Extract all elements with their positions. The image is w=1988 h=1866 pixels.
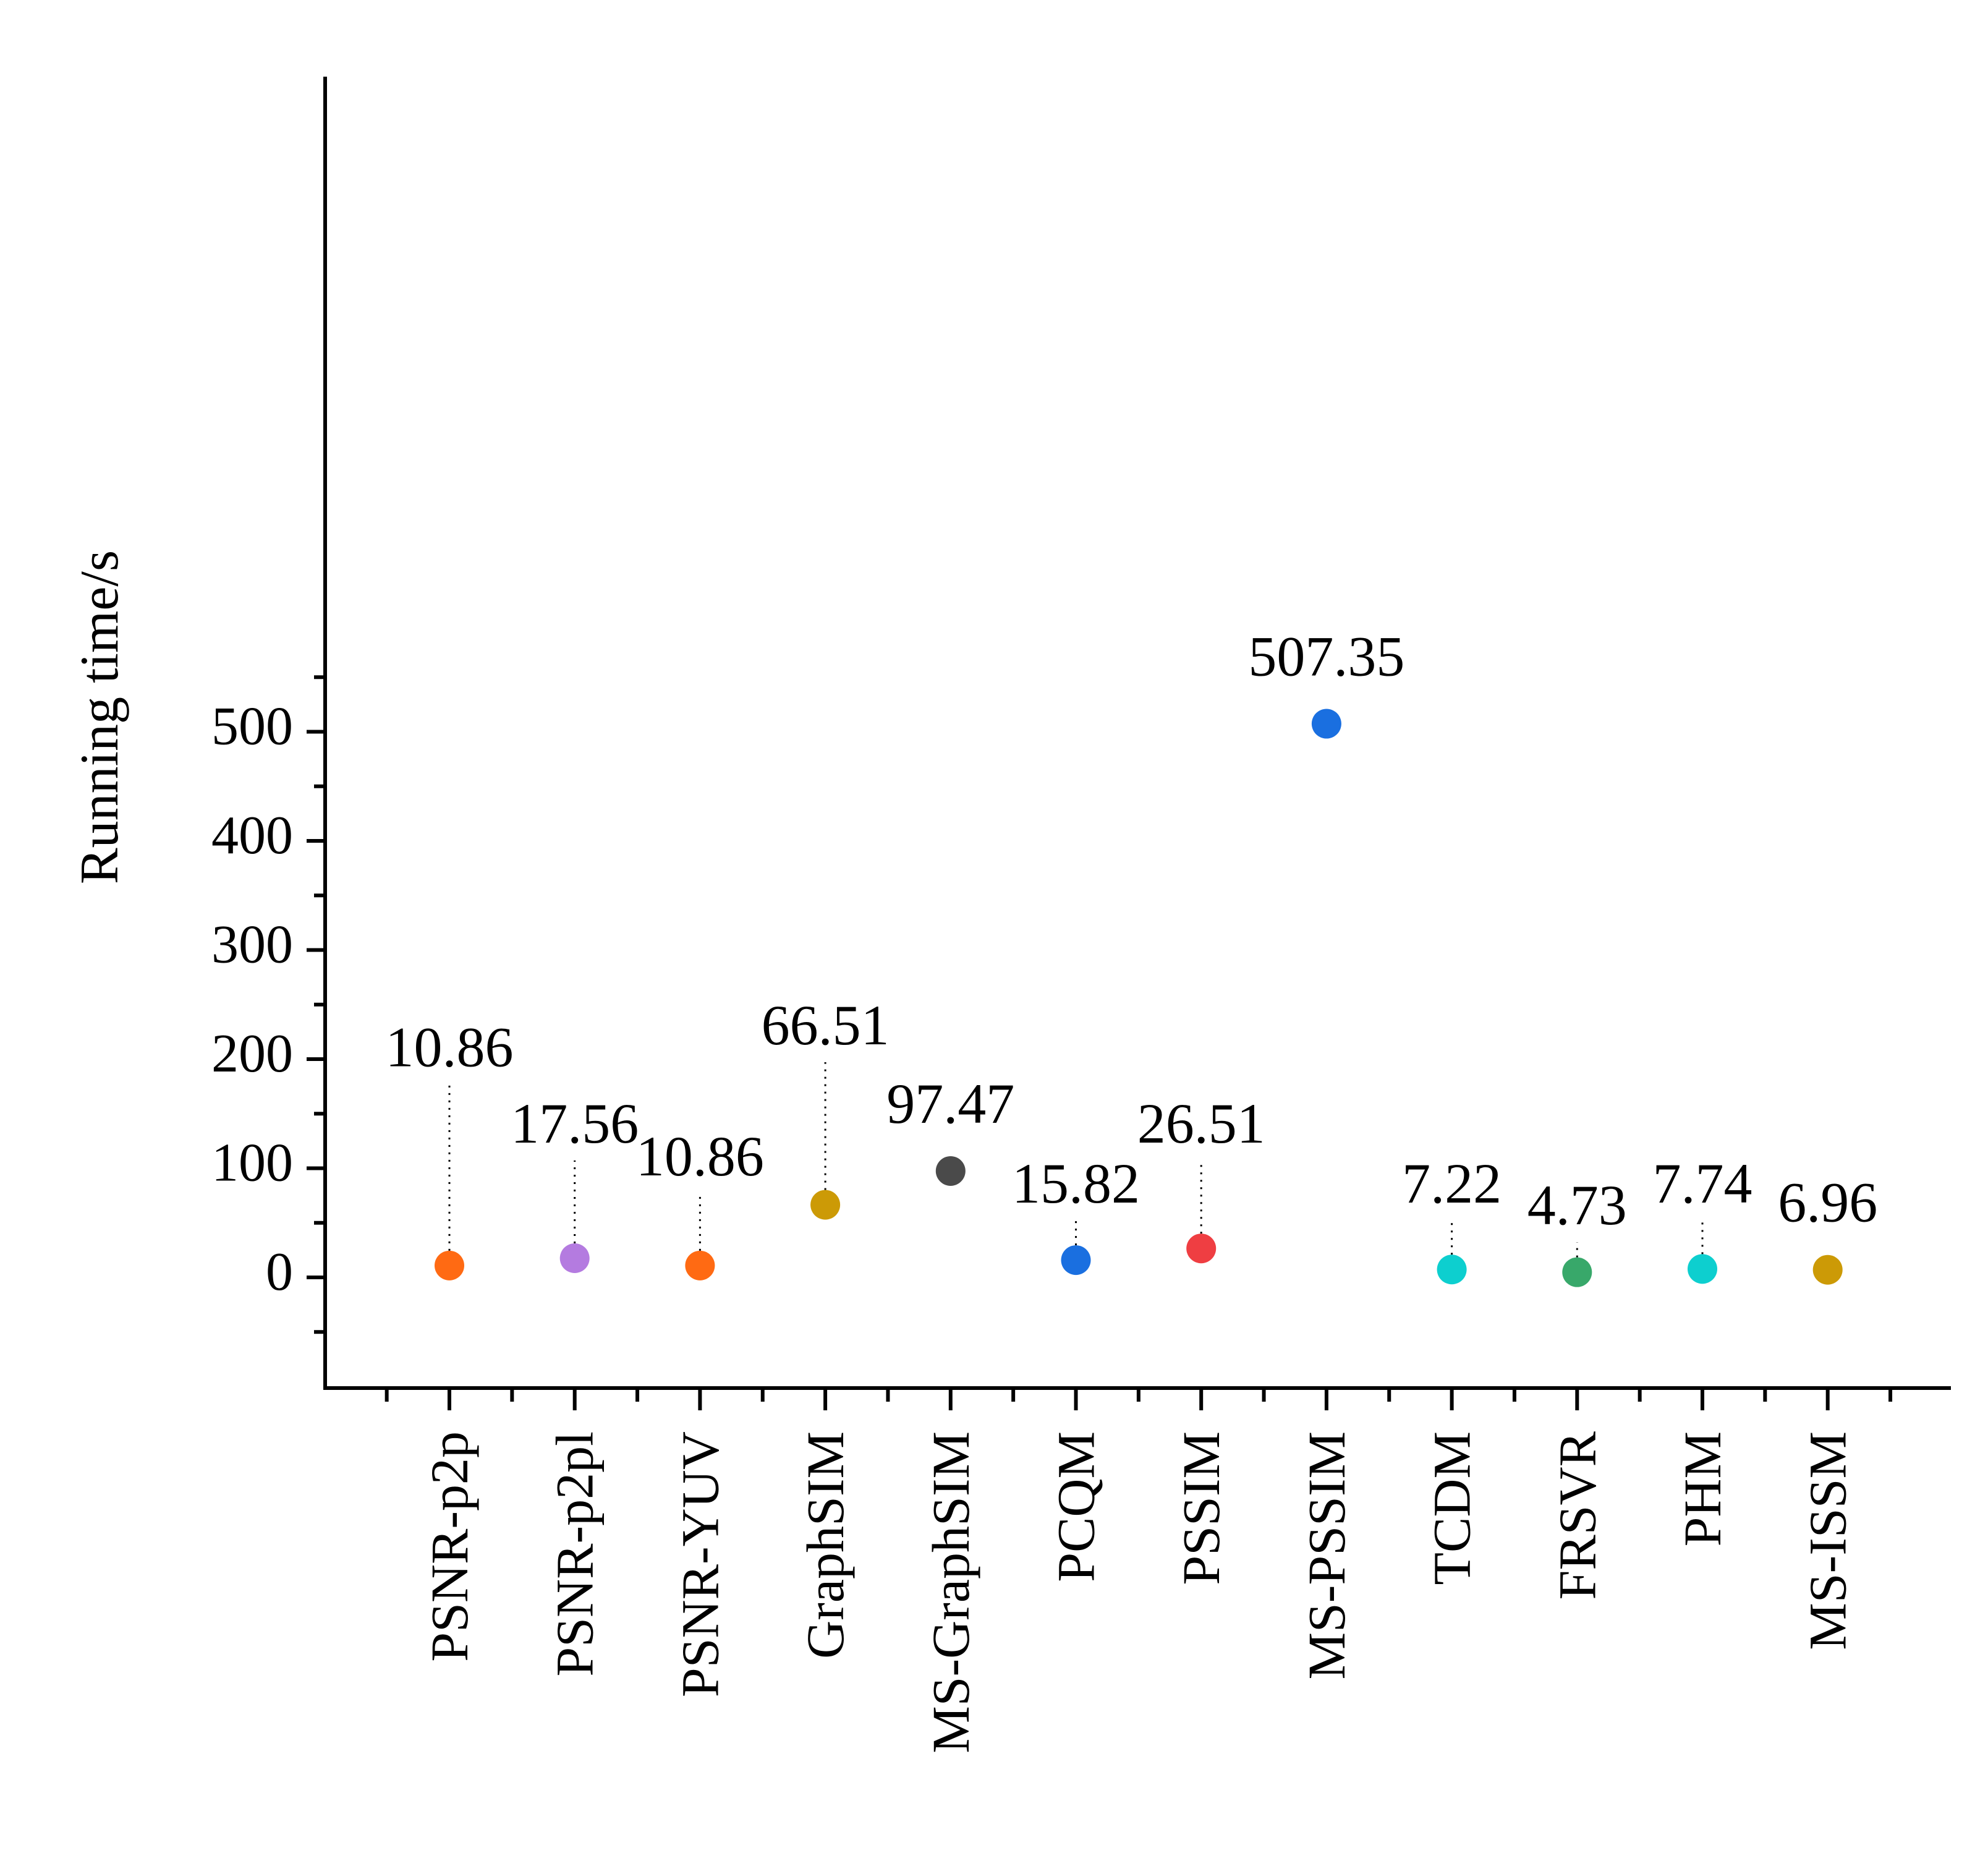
data-point xyxy=(435,1250,464,1280)
data-label: 66.51 xyxy=(762,994,890,1057)
data-label: 4.73 xyxy=(1527,1174,1627,1237)
x-tick-label: MS-PSSIM xyxy=(1297,1431,1356,1680)
x-tick-label: PSSIM xyxy=(1171,1431,1231,1585)
data-label: 10.86 xyxy=(386,1015,514,1078)
data-point xyxy=(559,1243,590,1274)
x-tick-label: MS-ISSM xyxy=(1798,1431,1858,1650)
data-labels: 10.8617.5610.8666.5197.4715.8226.51507.3… xyxy=(386,625,1878,1237)
x-tick-label: TCDM xyxy=(1422,1431,1482,1585)
data-label: 7.74 xyxy=(1653,1152,1752,1215)
data-label: 17.56 xyxy=(511,1092,639,1155)
data-label: 7.22 xyxy=(1402,1152,1502,1215)
data-label: 6.96 xyxy=(1778,1171,1877,1234)
data-label: 26.51 xyxy=(1137,1092,1265,1155)
y-tick-label: 300 xyxy=(211,915,293,975)
leader-lines xyxy=(448,1062,1704,1258)
x-tick-label: GraphSIM xyxy=(796,1431,855,1659)
data-label: 10.86 xyxy=(636,1125,764,1188)
y-axis-title: Running time/s xyxy=(70,550,130,884)
y-tick-label: 100 xyxy=(211,1133,293,1193)
data-point xyxy=(1812,1255,1843,1285)
data-label: 15.82 xyxy=(1012,1152,1140,1215)
x-tick-label: MS-GraphSIM xyxy=(921,1431,980,1753)
x-tick-label: PCQM xyxy=(1047,1431,1106,1582)
y-tick-label: 0 xyxy=(266,1242,293,1302)
y-tick-label: 200 xyxy=(211,1024,293,1084)
data-point xyxy=(810,1190,841,1220)
data-label: 97.47 xyxy=(886,1072,1014,1135)
data-point xyxy=(1311,709,1341,739)
y-tick-label: 400 xyxy=(211,806,293,866)
y-tick-label: 500 xyxy=(211,697,293,757)
data-point xyxy=(1688,1254,1717,1284)
data-point xyxy=(1061,1245,1091,1276)
x-tick-label: PSNR-YUV xyxy=(670,1431,729,1697)
x-axis-ticks: PSNR-p2p PSNR-p2pl PSNR-YUV GraphSIM MS-Grap… xyxy=(384,1388,1893,1753)
data-point xyxy=(935,1156,966,1186)
x-tick-label: FRSVR xyxy=(1547,1431,1607,1600)
data-label: 507.35 xyxy=(1248,625,1404,688)
data-point xyxy=(685,1250,715,1280)
data-point xyxy=(1437,1255,1467,1285)
x-tick-label: PHM xyxy=(1673,1431,1732,1546)
y-axis-ticks: 0 100 200 300 400 500 xyxy=(211,675,325,1334)
x-tick-label: PSNR-p2p xyxy=(420,1431,479,1662)
x-tick-label: PSNR-p2pl xyxy=(545,1431,605,1677)
data-point xyxy=(1186,1233,1217,1264)
data-point xyxy=(1562,1257,1592,1287)
data-points xyxy=(435,709,1843,1287)
